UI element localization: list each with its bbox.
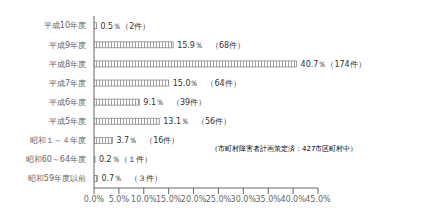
svg-text:13.1％ （56件）: 13.1％ （56件） (163, 117, 231, 126)
svg-text:15.0%: 15.0% (156, 195, 182, 204)
svg-text:3.7％ （16件）: 3.7％ （16件） (116, 136, 179, 145)
svg-text:平成8年度: 平成8年度 (49, 60, 86, 69)
svg-text:0.5％（2件）: 0.5％（2件） (100, 22, 150, 31)
svg-text:0.2％（１件）: 0.2％（１件） (99, 155, 152, 164)
svg-text:15.0％ （64件）: 15.0％ （64件） (173, 79, 241, 88)
svg-text:昭和１～４年度: 昭和１～４年度 (30, 136, 86, 145)
svg-text:40.7％（174件）: 40.7％（174件） (301, 60, 366, 69)
svg-text:昭和60～64年度: 昭和60～64年度 (26, 155, 86, 164)
svg-text:10.0%: 10.0% (131, 195, 157, 204)
svg-text:平成10年度: 平成10年度 (44, 21, 86, 30)
svg-text:15.9％ （68件）: 15.9％ （68件） (177, 41, 245, 50)
svg-text:0.7％ （３件）: 0.7％ （３件） (101, 174, 162, 183)
svg-text:平成9年度: 平成9年度 (49, 41, 86, 50)
svg-text:昭和59年度以前: 昭和59年度以前 (28, 174, 86, 183)
svg-text:30.0%: 30.0% (231, 195, 257, 204)
svg-text:35.0%: 35.0% (256, 195, 282, 204)
svg-text:0.0%: 0.0% (84, 195, 105, 204)
svg-text:40.0%: 40.0% (280, 195, 306, 204)
svg-text:平成7年度: 平成7年度 (49, 79, 86, 88)
svg-text:25.0%: 25.0% (206, 195, 232, 204)
svg-text:20.0%: 20.0% (181, 195, 207, 204)
svg-text:平成5年度: 平成5年度 (49, 117, 86, 126)
svg-text:平成6年度: 平成6年度 (49, 98, 86, 107)
svg-text:45.0%: 45.0% (305, 195, 331, 204)
svg-text:5.0%: 5.0% (109, 195, 130, 204)
svg-text:（市町村障害者計画策定済：427市区町村中）: （市町村障害者計画策定済：427市区町村中） (211, 145, 357, 153)
svg-text:9.1％ （39件）: 9.1％ （39件） (143, 98, 206, 107)
